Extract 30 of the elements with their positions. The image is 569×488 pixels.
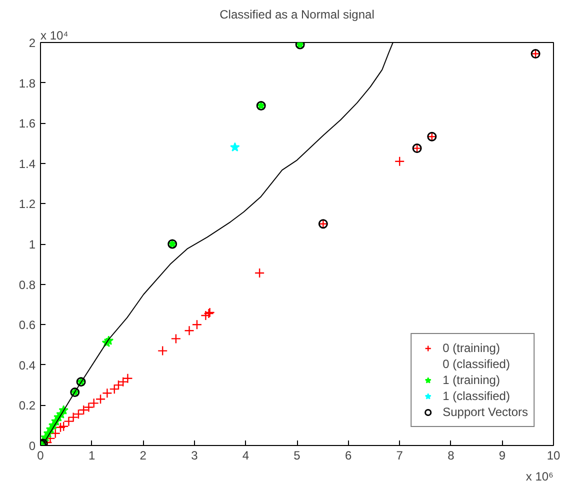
y-tick-label: 0.2 [18,398,36,413]
y-tick-label: 0.4 [18,358,36,372]
x-tick-label: 10 [546,448,560,462]
x-tick-label: 3 [191,448,198,462]
legend-label: 1 (classified) [442,388,510,404]
x-tick-label: 4 [242,448,250,462]
x-tick-label: 0 [37,448,44,462]
y-tick-label: 0 [28,439,36,453]
chart-title: Classified as a Normal signal [220,8,374,22]
x-tick-label: 7 [396,448,404,462]
text: x 10⁶ [526,470,554,484]
text: x 10⁴ [40,28,68,42]
legend-label: 0 (training) [442,340,500,356]
x-tick-label: 1 [88,448,96,462]
y-tick-label: 0.8 [18,278,36,292]
x-tick-label: 5 [294,448,301,462]
y-tick-label: 1 [28,238,36,252]
x-tick-label: 9 [498,448,506,462]
y-tick-label: 0.6 [18,318,36,332]
legend-label: 1 (training) [442,372,500,388]
y-tick-label: 1.2 [18,197,36,212]
y-tick-label: 1.8 [18,76,36,90]
y-tick-label: 1.6 [18,116,36,131]
y-tick-label: 1.4 [18,156,36,171]
x-tick-label: 2 [140,448,147,462]
legend-label: Support Vectors [442,404,528,420]
text: 0 (classified) [442,356,510,372]
y-tick-label: 2 [28,36,36,50]
x-tick-label: 8 [448,448,455,462]
x-tick-label: 6 [344,448,352,462]
